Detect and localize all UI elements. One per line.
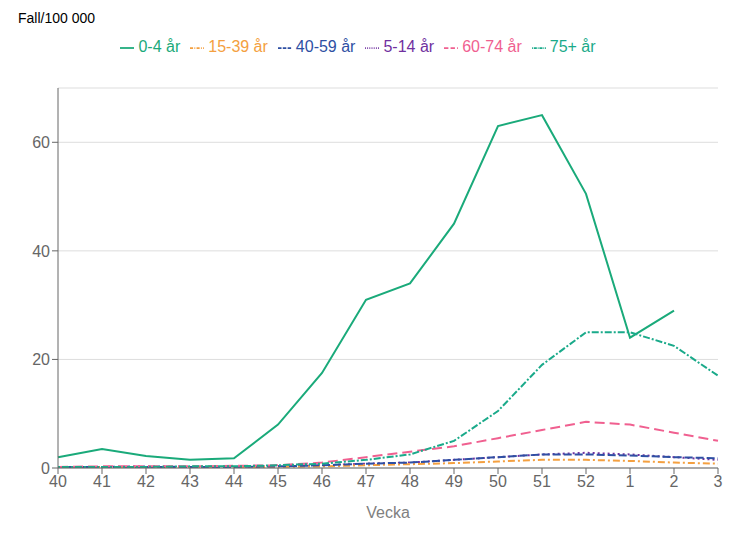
svg-text:41: 41 (93, 473, 111, 490)
html-text:60-74 år: 60-74 år (462, 38, 522, 55)
svg-text:40: 40 (49, 473, 67, 490)
svg-text:45: 45 (269, 473, 287, 490)
svg-text:20: 20 (32, 351, 50, 368)
html-text:40-59 år: 40-59 år (295, 38, 356, 55)
html-text:0-4 år: 0-4 år (138, 38, 181, 55)
svg-text:47: 47 (357, 473, 375, 490)
svg-text:51: 51 (533, 473, 551, 490)
svg-text:60: 60 (32, 134, 50, 151)
html-text:75+ år: 75+ år (549, 38, 596, 55)
svg-text:1: 1 (626, 473, 635, 490)
svg-text:43: 43 (181, 473, 199, 490)
svg-text:Vecka: Vecka (366, 504, 410, 521)
svg-text:50: 50 (489, 473, 507, 490)
svg-text:46: 46 (313, 473, 331, 490)
svg-text:49: 49 (445, 473, 463, 490)
svg-text:52: 52 (577, 473, 595, 490)
svg-text:42: 42 (137, 473, 155, 490)
svg-text:40: 40 (32, 243, 50, 260)
svg-text:2: 2 (670, 473, 679, 490)
svg-text:48: 48 (401, 473, 419, 490)
html-text:5-14 år: 5-14 år (383, 38, 435, 55)
html-text:15-39 år: 15-39 år (208, 38, 268, 55)
svg-text:3: 3 (714, 473, 723, 490)
html-text:Fall/100 000: Fall/100 000 (18, 10, 96, 26)
svg-text:44: 44 (225, 473, 243, 490)
svg-text:0: 0 (41, 460, 50, 477)
